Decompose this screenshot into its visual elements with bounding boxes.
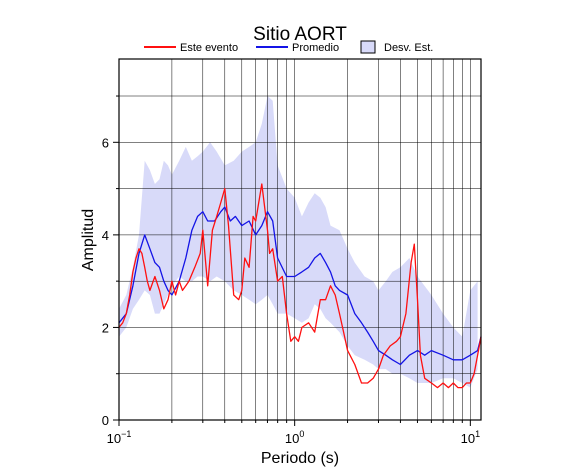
legend-label-este-evento: Este evento <box>180 42 238 54</box>
y-tick-label: 4 <box>102 228 109 243</box>
x-tick-label: 101 <box>461 429 480 446</box>
y-tick-label: 2 <box>102 320 109 335</box>
x-tick-label: 10−1 <box>107 429 132 446</box>
std-dev-band <box>119 96 478 388</box>
legend: Este evento Promedio Desv. Est. <box>144 40 433 54</box>
legend-label-desv-est: Desv. Est. <box>384 42 433 54</box>
axis-ticks: 0 2 4 6 10−1 100 101 <box>102 95 480 446</box>
series-line-este-evento <box>118 183 482 389</box>
x-tick-label: 100 <box>285 429 304 446</box>
chart-title: Sitio AORT <box>253 24 347 45</box>
y-axis-label: Amplitud <box>80 209 97 271</box>
series-layer <box>118 183 482 389</box>
legend-swatch-desv-est <box>360 40 376 54</box>
y-tick-label: 0 <box>102 413 109 428</box>
plot-frame <box>118 58 482 421</box>
x-axis-label: Periodo (s) <box>261 450 339 467</box>
legend-label-promedio: Promedio <box>292 42 339 54</box>
std-dev-band-layer <box>119 96 478 388</box>
y-tick-label: 6 <box>102 135 109 150</box>
